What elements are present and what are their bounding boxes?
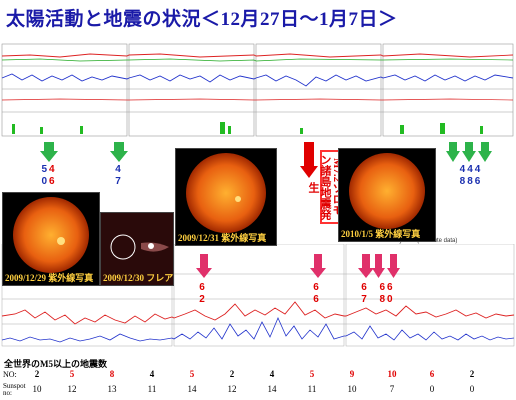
- sunspot-cell: 10: [32, 384, 42, 394]
- sunspot-cell: 12: [67, 384, 77, 394]
- magenta-arrow-icon: [196, 254, 212, 278]
- quake-count-cell: 4: [269, 369, 275, 379]
- xray-flux-chart: [0, 243, 516, 356]
- sun-caption-2: 2009/12/30 フレア: [103, 273, 174, 283]
- sunspot-cell: 13: [107, 384, 117, 394]
- sunspot-cell: 10: [347, 384, 357, 394]
- page-title: 太陽活動と地震の状況＜12月27日～1月7日＞: [6, 9, 398, 30]
- sunspot-cell: 0: [469, 384, 475, 394]
- quake-count-cell: 5: [189, 369, 195, 379]
- sunspot-cell: 0: [429, 384, 435, 394]
- upper-arrow-digits-3: 444 886: [459, 164, 483, 187]
- sun-image-1231: 2009/12/31 紫外線写真: [175, 148, 277, 246]
- sun-caption-1: 2009/12/29 紫外線写真: [5, 273, 94, 283]
- green-arrow-icon: [110, 142, 128, 162]
- quake-count-cell: 2: [229, 369, 235, 379]
- sunspot-row: Sunspot no: 10 12 13 11 14 12 14 11 10 7 0 0: [0, 382, 516, 398]
- sunspot-cell: 11: [147, 384, 157, 394]
- lower-arrow-digits-4: 66 80: [379, 282, 395, 305]
- sun-image-1230: 2009/12/30 フレア: [100, 212, 174, 286]
- quake-count-cell: 5: [69, 369, 75, 379]
- quake-count-cell: 2: [469, 369, 475, 379]
- goes-environment-chart: [0, 42, 516, 140]
- magenta-arrow-icon: [310, 254, 326, 278]
- magenta-arrows-icon: [372, 254, 400, 278]
- sun-caption-3: 2009/12/31 紫外線写真: [178, 233, 267, 243]
- magenta-arrow-icon: [358, 254, 374, 278]
- quake-count-cell: 4: [149, 369, 155, 379]
- quake-count-cell: 9: [349, 369, 355, 379]
- no-label: NO:: [3, 370, 17, 379]
- sun-caption-4: 2010/1/5 紫外線写真: [341, 229, 421, 239]
- quake-count-cell: 8: [109, 369, 115, 379]
- red-arrow-icon: [300, 142, 318, 178]
- sunspot-cell: 12: [227, 384, 237, 394]
- sunspot-cell: 7: [389, 384, 395, 394]
- upper-arrow-digits-1: 54 06: [41, 164, 57, 187]
- green-arrows-icon: [446, 142, 492, 162]
- quake-count-cell: 5: [309, 369, 315, 379]
- quake-count-row: NO: 2 5 8 4 5 2 4 5 9 10 6 2: [0, 369, 516, 381]
- sunspot-cell: 11: [307, 384, 317, 394]
- sunspot-cell: 14: [187, 384, 197, 394]
- sun-image-0105: 2010/1/5 紫外線写真: [338, 148, 436, 242]
- green-arrow-icon: [40, 142, 58, 162]
- quake-count-cell: 2: [34, 369, 40, 379]
- upper-arrow-digits-2: 4 7: [115, 164, 123, 187]
- sunspot-cell: 14: [267, 384, 277, 394]
- table-title: 全世界のM5以上の地震数: [4, 359, 107, 369]
- quake-count-cell: 10: [387, 369, 397, 379]
- quake-count-cell: 6: [429, 369, 435, 379]
- sunspot-label: Sunspot no:: [3, 382, 26, 397]
- sun-image-1229: 2009/12/29 紫外線写真: [2, 192, 100, 286]
